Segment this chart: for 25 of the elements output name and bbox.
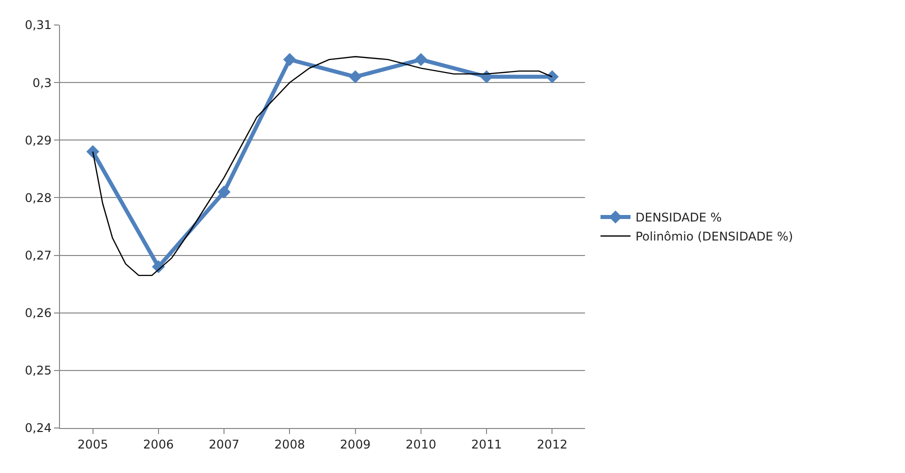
y-tick-label: 0,3 (32, 76, 52, 90)
point (414, 53, 428, 66)
y-tick-label: 0,26 (24, 306, 52, 320)
x-tick-label: 2006 (143, 437, 174, 452)
legend-label: DENSIDADE % (636, 210, 722, 225)
y-tick-label: 0,31 (24, 18, 52, 32)
x-tick-label: 2008 (274, 437, 305, 452)
legend-label: Polinômio (DENSIDADE %) (636, 230, 794, 244)
y-tick-label: 0,24 (24, 421, 52, 436)
x-tick-label: 2005 (78, 437, 108, 452)
x-tick-label: 2007 (208, 437, 240, 452)
x-tick-label: 2011 (471, 437, 502, 452)
x-tick-label: 2010 (406, 437, 436, 452)
y-tick-label: 0,27 (24, 248, 52, 262)
x-tick-label: 2009 (340, 437, 371, 452)
x-tick-label: 2012 (536, 437, 568, 452)
point (218, 185, 231, 198)
point (283, 53, 296, 66)
point (480, 70, 494, 84)
y-tick-label: 0,29 (24, 133, 52, 148)
point (86, 145, 100, 158)
y-tick-label: 0,28 (24, 190, 52, 205)
y-tick-label: 0,25 (24, 364, 52, 378)
point (348, 70, 362, 84)
point (546, 70, 559, 84)
